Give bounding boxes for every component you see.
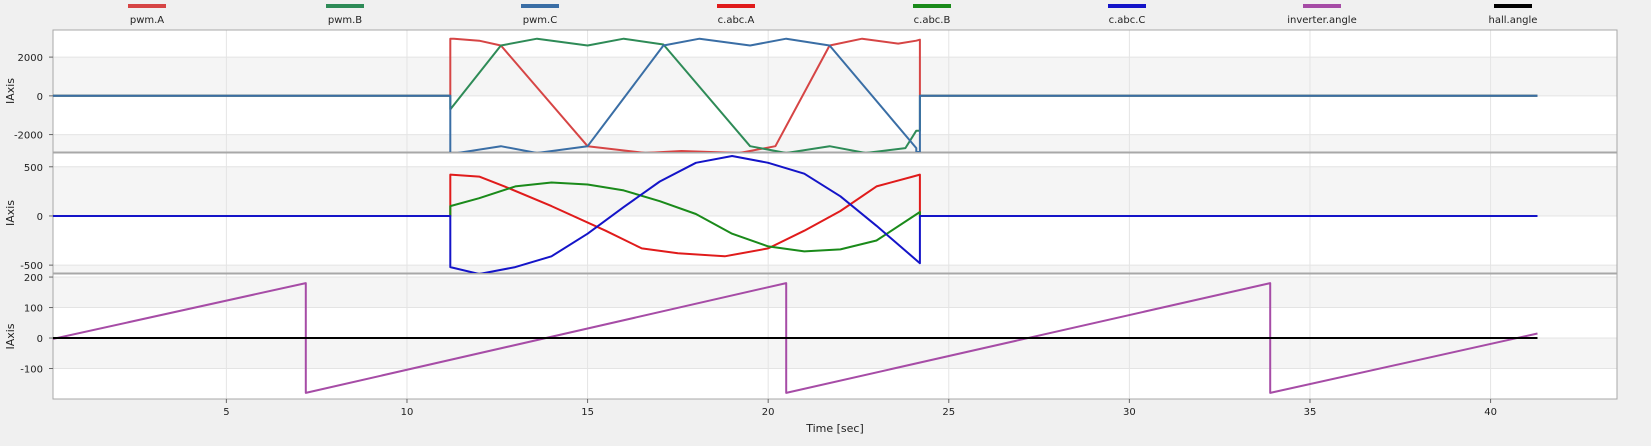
- grid-band: [53, 277, 1617, 308]
- x-tick-label: 30: [1123, 407, 1136, 418]
- x-tick-label: 20: [762, 407, 775, 418]
- panel-3: 200 100 0 -100 IAxis 5 10 15 20 25 30 35 40: [4, 273, 1618, 418]
- legend-swatch: [128, 4, 166, 8]
- legend: pwm.A pwm.B pwm.C c.abc.A c.abc.B c.abc.C inve…: [128, 4, 1537, 26]
- legend-swatch: [913, 4, 951, 8]
- y-tick-label: 0: [37, 334, 43, 345]
- y-tick-label: 0: [37, 212, 43, 223]
- panel-2: 500 0 -500 IAxis: [4, 152, 1618, 274]
- legend-label: pwm.B: [328, 15, 362, 26]
- y-tick-label: 500: [24, 163, 43, 174]
- y-tick-label: -500: [20, 261, 43, 272]
- legend-label: pwm.A: [130, 15, 164, 26]
- plot-frame: [52, 152, 1618, 274]
- y-tick-label: -100: [20, 365, 43, 376]
- y-tick-label: 200: [24, 273, 43, 284]
- legend-label: inverter.angle: [1287, 15, 1357, 26]
- legend-label: hall.angle: [1489, 15, 1538, 26]
- x-tick-label: 25: [942, 407, 955, 418]
- legend-swatch: [326, 4, 364, 8]
- legend-swatch: [717, 4, 755, 8]
- plot-frame: [52, 29, 1618, 153]
- series-group: [53, 37, 1538, 152]
- series-line-pwm-B: [53, 37, 1538, 152]
- series-line-c-abc-A: [53, 173, 1538, 258]
- y-axis-label: IAxis: [4, 200, 17, 226]
- legend-swatch: [521, 4, 559, 8]
- plot-frame: [52, 273, 1618, 400]
- grid-band: [53, 134, 1617, 152]
- legend-label: c.abc.C: [1109, 15, 1146, 26]
- x-tick-label: 5: [223, 407, 229, 418]
- y-axis-label: IAxis: [4, 78, 17, 104]
- series-group: [53, 155, 1538, 273]
- y-axis-label: IAxis: [4, 323, 17, 349]
- x-tick-label: 40: [1484, 407, 1497, 418]
- grid-band: [53, 166, 1617, 216]
- legend-swatch: [1108, 4, 1146, 8]
- legend-label: c.abc.B: [914, 15, 951, 26]
- y-tick-label: -2000: [14, 131, 43, 142]
- grid-band: [53, 57, 1617, 96]
- series-line-c-abc-B: [53, 181, 1538, 253]
- grid-band: [53, 338, 1617, 369]
- legend-swatch: [1303, 4, 1341, 8]
- series-line-pwm-C: [53, 37, 1538, 152]
- series-line-c-abc-C: [53, 155, 1538, 273]
- legend-label: c.abc.A: [718, 15, 755, 26]
- grid-band: [53, 265, 1617, 273]
- x-tick-label: 35: [1304, 407, 1317, 418]
- plot-panels: 2000 0 -2000 IAxis 500 0 -500 IAxis 200 100 0 -100 I…: [4, 29, 1618, 418]
- x-tick-label: 10: [401, 407, 414, 418]
- series-group: [53, 282, 1538, 394]
- y-tick-label: 2000: [18, 53, 43, 64]
- y-tick-label: 0: [37, 92, 43, 103]
- x-axis-label: Time [sec]: [805, 422, 864, 435]
- x-tick-label: 15: [581, 407, 594, 418]
- legend-swatch: [1494, 4, 1532, 8]
- legend-label: pwm.C: [523, 15, 557, 26]
- y-tick-label: 100: [24, 304, 43, 315]
- panel-1: 2000 0 -2000 IAxis: [4, 29, 1618, 153]
- series-line-pwm-A: [53, 37, 1538, 152]
